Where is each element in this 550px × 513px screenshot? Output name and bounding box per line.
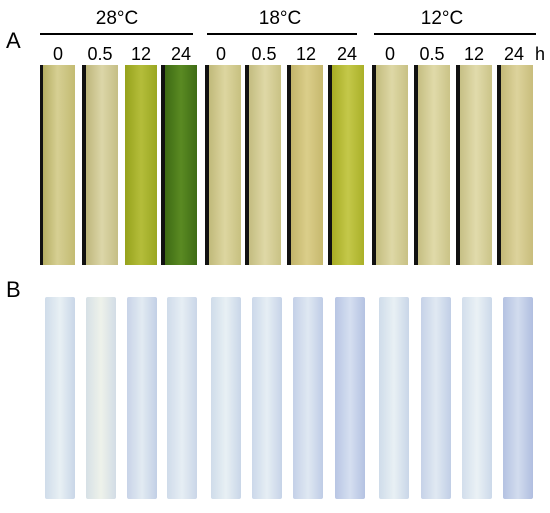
time-label: 24 (336, 44, 358, 64)
stained-leaf (462, 297, 492, 499)
temp-divider-18 (207, 33, 357, 35)
stained-leaf (86, 297, 116, 499)
time-label: 24 (170, 44, 192, 64)
panel-b-label: B (6, 277, 21, 302)
time-unit-label: h (535, 44, 546, 64)
leaf-photo (249, 65, 281, 265)
temp-label-12: 12°C (420, 8, 464, 29)
stained-leaf (167, 297, 197, 499)
leaf-photo (125, 65, 157, 265)
stained-leaf (211, 297, 241, 499)
stained-leaf (379, 297, 409, 499)
stained-leaf (503, 297, 533, 499)
leaf-photo (332, 65, 364, 265)
stained-leaf (127, 297, 157, 499)
stained-leaf (335, 297, 365, 499)
time-label: 24 (503, 44, 525, 64)
panel-a-label: A (6, 28, 21, 53)
time-label: 0.5 (251, 44, 277, 64)
leaf-photo (460, 65, 492, 265)
leaf-photo (501, 65, 533, 265)
leaf-photo (418, 65, 450, 265)
leaf-photo (376, 65, 408, 265)
time-label: 12 (130, 44, 152, 64)
time-label: 0 (215, 44, 227, 64)
stained-leaf (252, 297, 282, 499)
temp-divider-28 (40, 33, 193, 35)
stained-leaf (45, 297, 75, 499)
time-label: 0.5 (419, 44, 445, 64)
time-label: 12 (463, 44, 485, 64)
stained-leaf (293, 297, 323, 499)
time-label: 12 (295, 44, 317, 64)
leaf-photo (43, 65, 75, 265)
leaf-photo (291, 65, 323, 265)
time-label: 0 (52, 44, 64, 64)
time-label: 0 (384, 44, 396, 64)
leaf-photo (165, 65, 197, 265)
temp-label-18: 18°C (258, 8, 302, 29)
temp-label-28: 28°C (95, 8, 139, 29)
stained-leaf (421, 297, 451, 499)
leaf-photo (209, 65, 241, 265)
time-label: 0.5 (87, 44, 113, 64)
leaf-photo (86, 65, 118, 265)
temp-divider-12 (374, 33, 536, 35)
